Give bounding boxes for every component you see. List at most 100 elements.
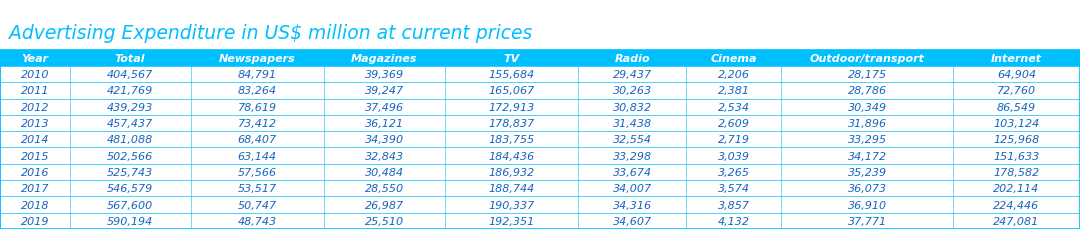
- Text: 546,579: 546,579: [107, 183, 153, 193]
- Text: 3,857: 3,857: [718, 200, 750, 210]
- Text: 28,550: 28,550: [365, 183, 404, 193]
- Text: 31,896: 31,896: [848, 118, 887, 128]
- Text: 155,684: 155,684: [488, 70, 535, 80]
- Text: 186,932: 186,932: [488, 167, 535, 177]
- Text: 404,567: 404,567: [107, 70, 153, 80]
- Bar: [0, 148, 1080, 164]
- Text: 33,674: 33,674: [612, 167, 651, 177]
- Text: 35,239: 35,239: [848, 167, 887, 177]
- Text: 34,316: 34,316: [612, 200, 651, 210]
- Text: 457,437: 457,437: [107, 118, 153, 128]
- Text: 165,067: 165,067: [488, 86, 535, 96]
- Text: 37,771: 37,771: [848, 216, 887, 226]
- Text: 2017: 2017: [21, 183, 50, 193]
- Text: Year: Year: [22, 54, 49, 63]
- Text: 172,913: 172,913: [488, 102, 535, 112]
- Text: 30,484: 30,484: [365, 167, 404, 177]
- Text: 567,600: 567,600: [107, 200, 153, 210]
- Text: 192,351: 192,351: [488, 216, 535, 226]
- Text: 68,407: 68,407: [238, 135, 276, 145]
- Text: 34,007: 34,007: [612, 183, 651, 193]
- Text: 2019: 2019: [21, 216, 50, 226]
- Text: 36,910: 36,910: [848, 200, 887, 210]
- Bar: [0, 132, 1080, 148]
- Text: 525,743: 525,743: [107, 167, 153, 177]
- Text: 188,744: 188,744: [488, 183, 535, 193]
- Text: 3,265: 3,265: [718, 167, 750, 177]
- Text: TV: TV: [503, 54, 519, 63]
- Text: 4,132: 4,132: [718, 216, 750, 226]
- Text: 28,175: 28,175: [848, 70, 887, 80]
- Text: 72,760: 72,760: [997, 86, 1036, 96]
- Text: 26,987: 26,987: [365, 200, 404, 210]
- Bar: [0, 115, 1080, 132]
- Text: 28,786: 28,786: [848, 86, 887, 96]
- Text: 502,566: 502,566: [107, 151, 153, 161]
- Text: Magazines: Magazines: [351, 54, 418, 63]
- Text: 50,747: 50,747: [238, 200, 276, 210]
- Text: 2014: 2014: [21, 135, 50, 145]
- Text: 151,633: 151,633: [994, 151, 1040, 161]
- Text: 2015: 2015: [21, 151, 50, 161]
- Bar: [0, 196, 1080, 213]
- Text: 64,904: 64,904: [997, 70, 1036, 80]
- Text: 2018: 2018: [21, 200, 50, 210]
- Text: 29,437: 29,437: [612, 70, 651, 80]
- Text: 3,039: 3,039: [718, 151, 750, 161]
- Text: 2010: 2010: [21, 70, 50, 80]
- Text: 590,194: 590,194: [107, 216, 153, 226]
- Text: Total: Total: [114, 54, 146, 63]
- Text: 224,446: 224,446: [994, 200, 1040, 210]
- Bar: [0, 164, 1080, 180]
- Text: 421,769: 421,769: [107, 86, 153, 96]
- Bar: [0, 67, 1080, 83]
- Bar: [0, 83, 1080, 99]
- Text: 190,337: 190,337: [488, 200, 535, 210]
- Text: 33,298: 33,298: [612, 151, 651, 161]
- Text: 2,534: 2,534: [718, 102, 750, 112]
- Text: 57,566: 57,566: [238, 167, 276, 177]
- Bar: [0, 213, 1080, 229]
- Text: 83,264: 83,264: [238, 86, 276, 96]
- Text: 39,369: 39,369: [365, 70, 404, 80]
- Text: 78,619: 78,619: [238, 102, 276, 112]
- Text: 2,206: 2,206: [718, 70, 750, 80]
- Text: Cinema: Cinema: [711, 54, 757, 63]
- Text: 86,549: 86,549: [997, 102, 1036, 112]
- Text: 36,073: 36,073: [848, 183, 887, 193]
- Text: 30,263: 30,263: [612, 86, 651, 96]
- Text: 25,510: 25,510: [365, 216, 404, 226]
- Text: 2,381: 2,381: [718, 86, 750, 96]
- Text: 178,582: 178,582: [994, 167, 1040, 177]
- Text: 178,837: 178,837: [488, 118, 535, 128]
- Text: Internet: Internet: [991, 54, 1042, 63]
- Text: Newspapers: Newspapers: [219, 54, 296, 63]
- Text: 32,843: 32,843: [365, 151, 404, 161]
- Text: 103,124: 103,124: [994, 118, 1040, 128]
- Text: 125,968: 125,968: [994, 135, 1040, 145]
- Text: 439,293: 439,293: [107, 102, 153, 112]
- Text: 63,144: 63,144: [238, 151, 276, 161]
- Text: 73,412: 73,412: [238, 118, 276, 128]
- Text: 30,349: 30,349: [848, 102, 887, 112]
- Text: 32,554: 32,554: [612, 135, 651, 145]
- Text: Outdoor/transport: Outdoor/transport: [810, 54, 924, 63]
- Text: 2,609: 2,609: [718, 118, 750, 128]
- Text: Advertising Expenditure in US$ million at current prices: Advertising Expenditure in US$ million a…: [9, 24, 531, 43]
- Text: 36,121: 36,121: [365, 118, 404, 128]
- Text: 39,247: 39,247: [365, 86, 404, 96]
- Text: 33,295: 33,295: [848, 135, 887, 145]
- Bar: [0, 99, 1080, 115]
- Text: 2011: 2011: [21, 86, 50, 96]
- Text: 3,574: 3,574: [718, 183, 750, 193]
- Bar: [0, 50, 1080, 67]
- Text: 2,719: 2,719: [718, 135, 750, 145]
- Text: 34,390: 34,390: [365, 135, 404, 145]
- Text: 34,172: 34,172: [848, 151, 887, 161]
- Text: 31,438: 31,438: [612, 118, 651, 128]
- Text: 53,517: 53,517: [238, 183, 276, 193]
- Text: 2012: 2012: [21, 102, 50, 112]
- Text: 37,496: 37,496: [365, 102, 404, 112]
- Text: 183,755: 183,755: [488, 135, 535, 145]
- Text: 481,088: 481,088: [107, 135, 153, 145]
